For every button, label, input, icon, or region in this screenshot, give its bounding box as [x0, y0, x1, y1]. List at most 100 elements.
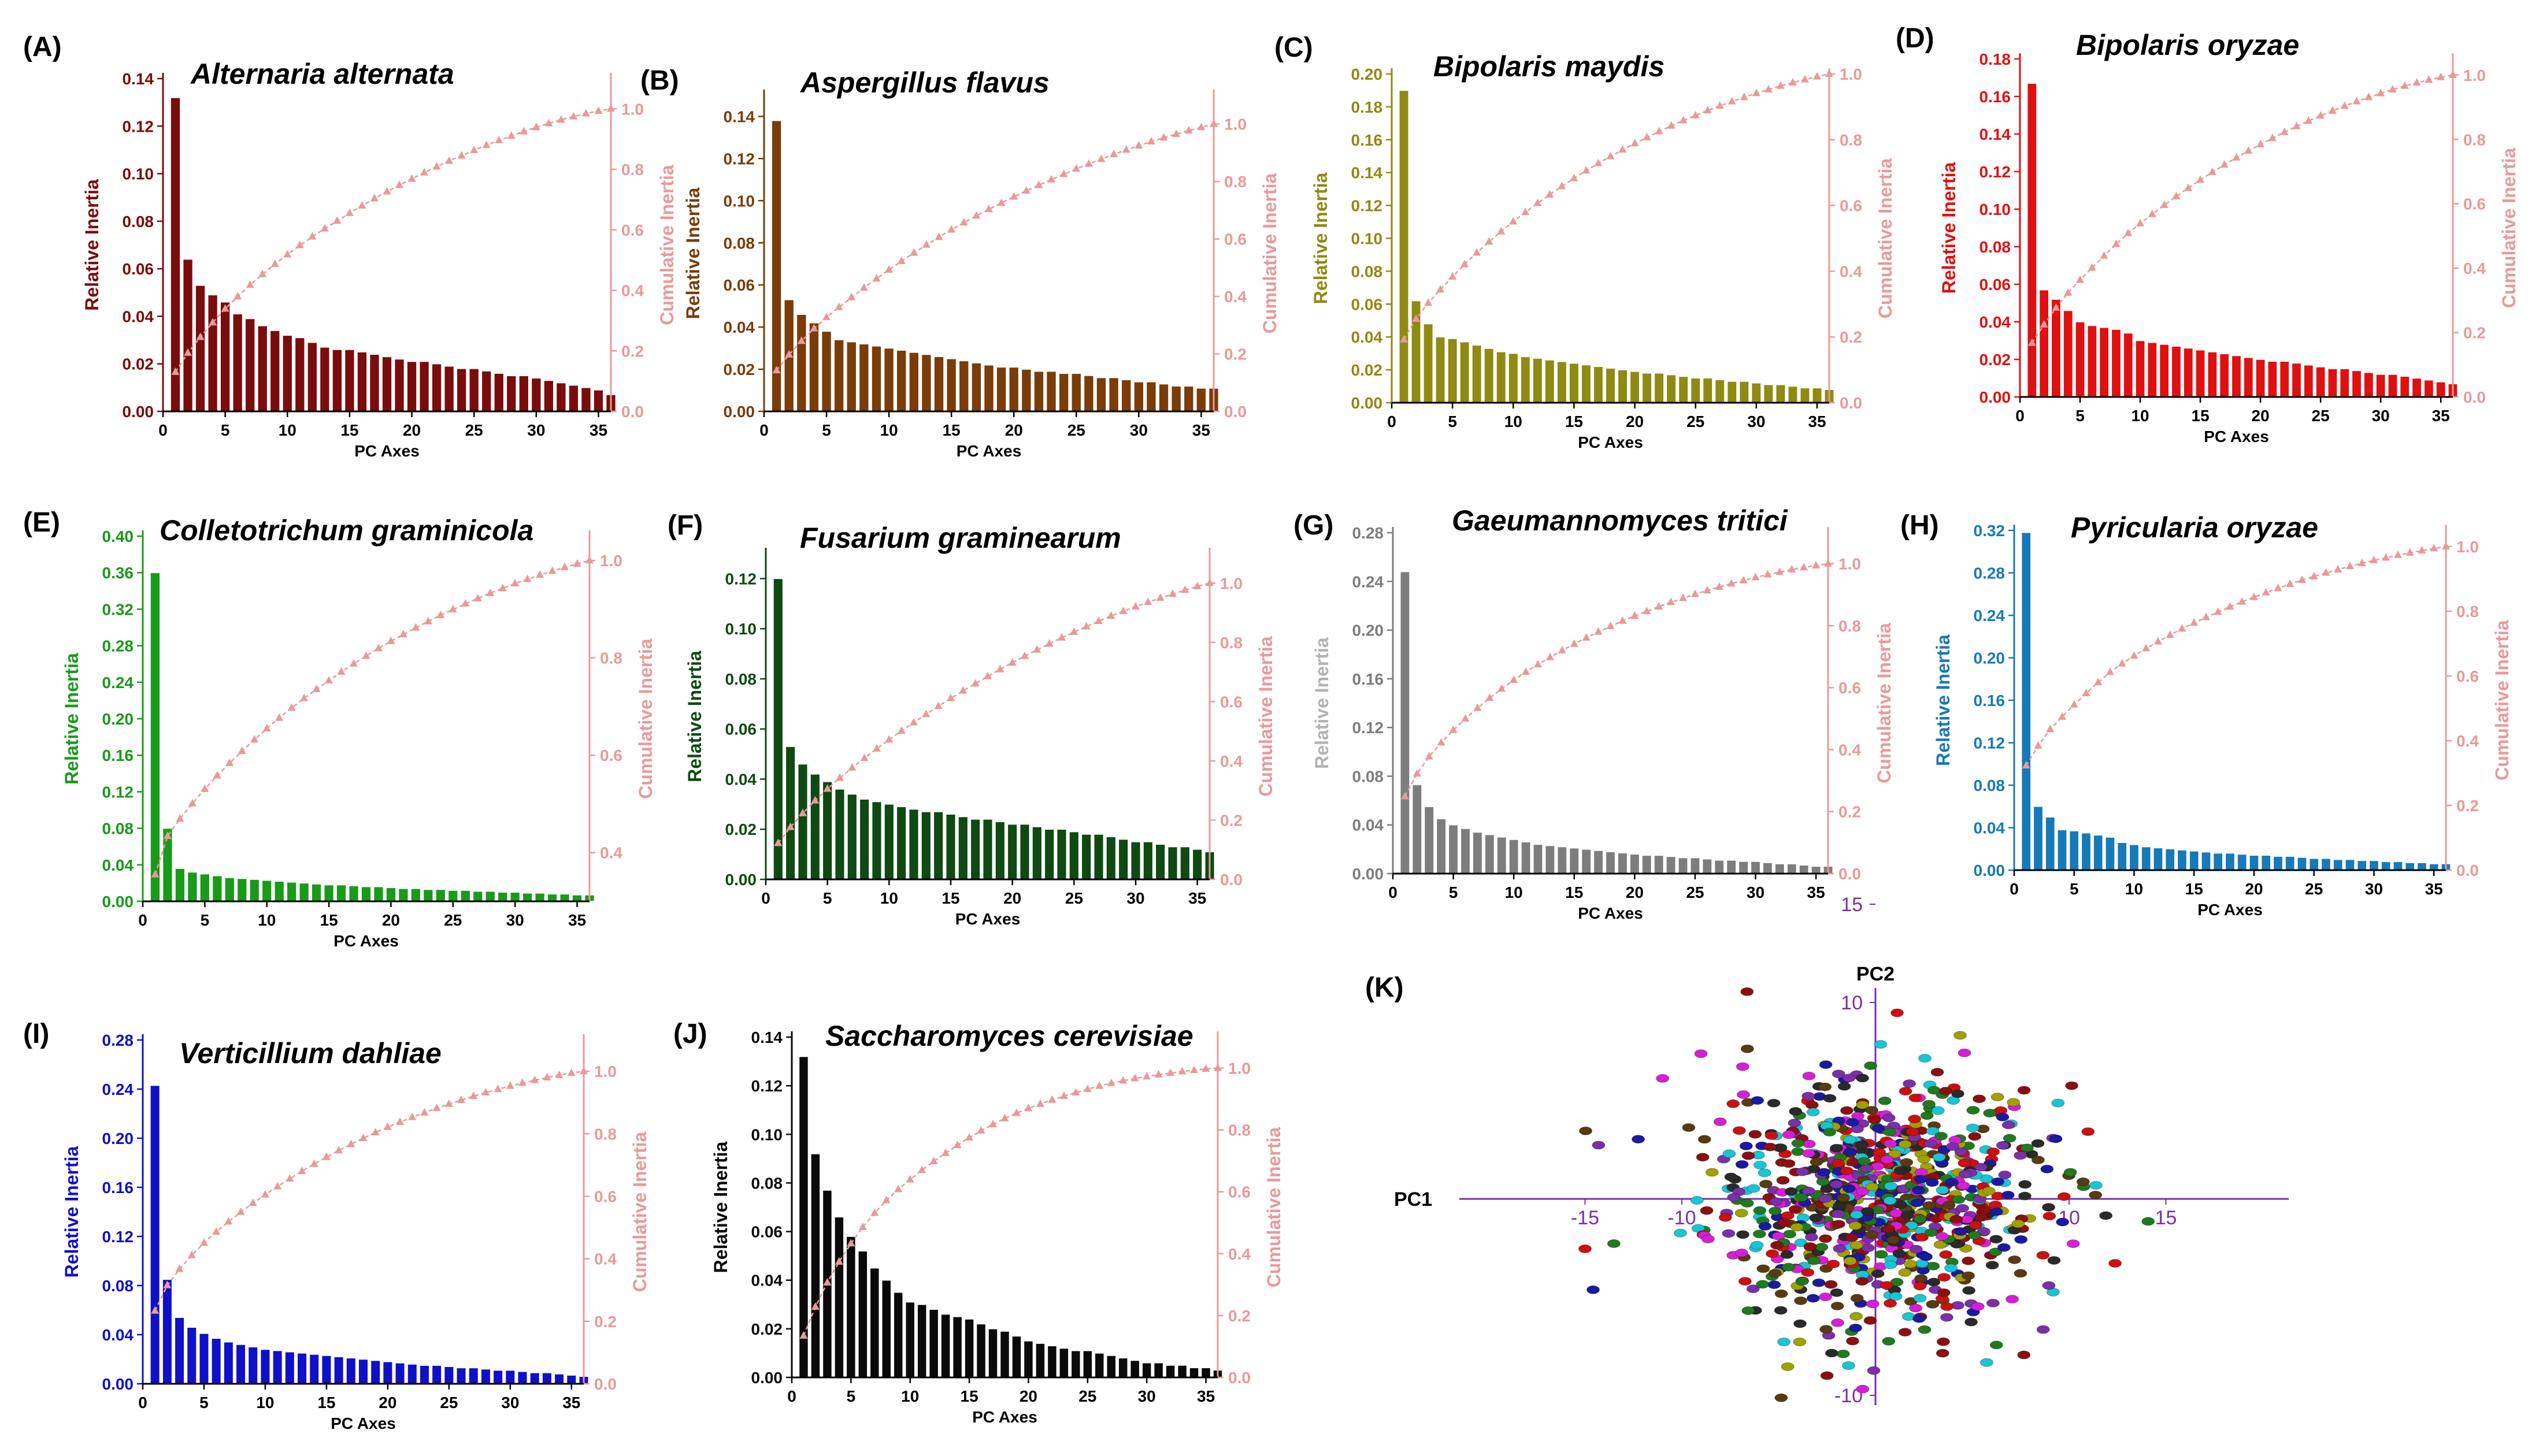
- bar: [2333, 859, 2344, 871]
- y-tick-label: 0.12: [724, 150, 755, 168]
- bar: [2021, 532, 2032, 871]
- scatter-point: [1880, 1281, 1893, 1290]
- bar: [443, 1366, 454, 1384]
- cumulative-point: [1460, 259, 1469, 268]
- cumulative-point: [569, 112, 578, 120]
- bar: [2207, 351, 2218, 398]
- cumulative-point: [481, 1087, 490, 1095]
- cumulative-point: [2370, 555, 2378, 563]
- x-tick-label: 10: [880, 889, 898, 907]
- cumulative-point: [1509, 217, 1518, 225]
- scatter-point: [1864, 1061, 1878, 1070]
- cumulative-point: [407, 174, 416, 182]
- bar: [220, 301, 231, 412]
- scatter-point: [1782, 1130, 1796, 1139]
- y2-tick-label: 0.4: [594, 1250, 617, 1268]
- bar: [2297, 857, 2307, 871]
- x-tick-label: 35: [1197, 1387, 1215, 1405]
- x-tick-label: 10: [1505, 883, 1523, 901]
- y-tick-label: 0.04: [751, 1272, 783, 1290]
- bar: [2368, 860, 2379, 871]
- bar: [2416, 862, 2427, 871]
- bar: [1023, 1340, 1034, 1378]
- x-axis-title: PC Axes: [955, 910, 1021, 928]
- scatter-point: [1880, 1155, 1894, 1164]
- bar: [323, 884, 335, 902]
- scatter-point: [1793, 1338, 1807, 1346]
- scatter-point: [1874, 1040, 1888, 1049]
- y-tick-label: 0.16: [102, 746, 134, 764]
- bar: [447, 890, 458, 902]
- chart-title: Gaeumannomyces tritici: [1452, 504, 1788, 537]
- cumulative-point: [2160, 200, 2168, 209]
- bar: [518, 375, 529, 412]
- bar: [1690, 377, 1701, 403]
- bar: [1153, 1362, 1164, 1378]
- scatter-point: [1913, 1214, 1927, 1224]
- cumulative-point: [350, 659, 358, 667]
- scatter-point: [1791, 1147, 1805, 1156]
- y-tick-label: 0.02: [724, 361, 755, 378]
- cumulative-line: [1403, 73, 1830, 340]
- scatter-point: [1782, 1159, 1796, 1168]
- bar: [1424, 806, 1434, 874]
- scatter-point: [1767, 1280, 1781, 1289]
- chart-title: Aspergillus flavus: [799, 66, 1050, 99]
- y-tick-label: 0.12: [751, 1077, 783, 1095]
- cumulative-point: [2377, 88, 2385, 96]
- bar: [2345, 859, 2355, 871]
- panel-a: (A)Alternaria alternata0.000.020.040.060…: [23, 32, 677, 460]
- bar: [821, 330, 832, 412]
- cumulative-point: [236, 1207, 245, 1215]
- y-tick-label: 0.02: [1351, 361, 1383, 379]
- y-tick-label: 0.08: [751, 1174, 783, 1192]
- scatter-point: [1832, 1220, 1845, 1229]
- cumulative-point: [1812, 560, 1821, 569]
- cumulative-point: [395, 180, 404, 188]
- cumulative-point: [1630, 139, 1639, 147]
- cumulative-point: [287, 703, 296, 711]
- cumulative-point: [1775, 567, 1784, 575]
- bar: [1189, 1367, 1199, 1378]
- scatter-point: [1805, 1101, 1819, 1109]
- scatter-point: [1607, 1239, 1621, 1248]
- cumulative-point: [250, 735, 259, 743]
- cumulative-point: [1045, 639, 1054, 647]
- cumulative-point: [1485, 693, 1494, 701]
- cumulative-point: [1082, 622, 1091, 630]
- x-tick-label: 10: [258, 911, 276, 929]
- y2-tick-label: 1.0: [1840, 65, 1862, 83]
- bar: [2429, 863, 2440, 871]
- bar: [810, 1153, 821, 1378]
- bar: [1774, 863, 1785, 874]
- bar: [1035, 1343, 1046, 1378]
- scatter-point: [1740, 1044, 1754, 1053]
- x-tick-label: 20: [1003, 889, 1021, 907]
- chart-title: Alternaria alternata: [190, 58, 454, 90]
- y2-tick-label: 0.0: [1224, 403, 1247, 421]
- cumulative-point: [2112, 239, 2121, 247]
- bar: [1047, 1345, 1058, 1378]
- panel-d: (D) Bipolaris oryzae0.000.020.040.060.080…: [1896, 23, 2519, 445]
- scatter-point: [1930, 1068, 1944, 1077]
- bar: [917, 1304, 927, 1378]
- scatter-point: [1871, 1269, 1885, 1278]
- y-tick-label: 0.04: [123, 307, 154, 325]
- bar: [1556, 361, 1567, 403]
- scatter-point: [1962, 1286, 1976, 1295]
- bar: [309, 1354, 320, 1384]
- bar: [1083, 1350, 1093, 1378]
- cumulative-point: [1618, 145, 1627, 153]
- cumulative-point: [396, 1117, 405, 1125]
- y-tick-label: 0.18: [1351, 98, 1383, 116]
- bar: [2063, 310, 2074, 398]
- bar: [1726, 381, 1737, 403]
- scatter-point: [1740, 987, 1754, 996]
- y-tick-label: 0.18: [1979, 50, 2011, 68]
- scatter-point: [1996, 1141, 2010, 1150]
- scatter-point: [2001, 1120, 2015, 1130]
- bar: [2308, 858, 2319, 871]
- cumulative-point: [1521, 207, 1530, 216]
- x-tick-label: 5: [822, 421, 831, 439]
- scatter-point: [1903, 1260, 1917, 1268]
